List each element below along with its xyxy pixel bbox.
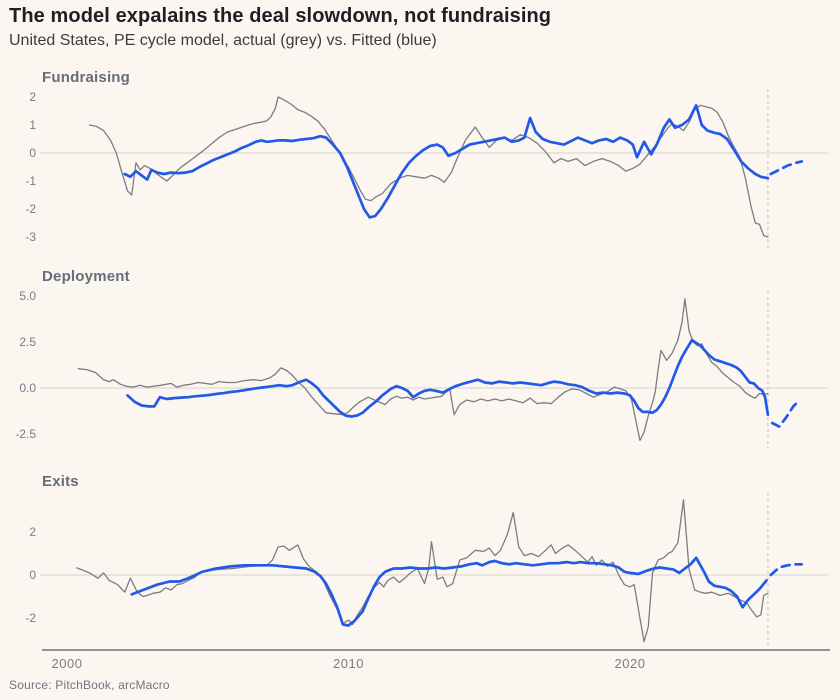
source-note: Source: PitchBook, arcMacro <box>9 678 170 692</box>
fundraising-panel: 2 1 0 -1 -2 -3 <box>25 89 828 251</box>
page-title: The model expalains the deal slowdown, n… <box>9 5 552 27</box>
fundraising-fitted-line <box>123 104 770 219</box>
x-tick-label: 2020 <box>615 656 646 671</box>
panel-title-exits: Exits <box>42 473 79 490</box>
y-tick-label: 5.0 <box>19 289 36 303</box>
y-tick-label: 1 <box>29 118 36 132</box>
deployment-fitted-forecast-line <box>770 399 801 428</box>
y-tick-label: 0 <box>29 568 36 582</box>
fundraising-fitted-forecast-line <box>769 160 804 176</box>
y-tick-label: -2 <box>25 202 36 216</box>
y-tick-label: 2.5 <box>19 335 36 349</box>
x-tick-label: 2010 <box>333 656 364 671</box>
x-axis: 2000 2010 2020 <box>42 649 830 671</box>
fundraising-actual-line <box>88 96 769 238</box>
y-tick-label: 2 <box>29 525 36 539</box>
deployment-panel: 5.0 2.5 0.0 -2.5 <box>15 289 828 448</box>
y-tick-label: -2.5 <box>15 427 36 441</box>
panel-title-fundraising: Fundraising <box>42 69 131 86</box>
exits-fitted-line <box>130 556 768 627</box>
y-tick-label: -3 <box>25 230 36 244</box>
deployment-fitted-line <box>126 338 770 418</box>
exits-actual-line <box>76 499 769 643</box>
exits-fitted-forecast-line <box>769 562 804 577</box>
panel-title-deployment: Deployment <box>42 268 130 285</box>
y-tick-label: -2 <box>25 611 36 625</box>
y-tick-label: 0.0 <box>19 381 36 395</box>
y-tick-label: 0 <box>29 146 36 160</box>
y-tick-label: 2 <box>29 90 36 104</box>
deployment-actual-line <box>77 298 769 442</box>
page-subtitle: United States, PE cycle model, actual (g… <box>9 32 437 49</box>
x-tick-label: 2000 <box>52 656 83 671</box>
y-tick-label: -1 <box>25 174 36 188</box>
exits-panel: 2 0 -2 <box>25 493 828 648</box>
